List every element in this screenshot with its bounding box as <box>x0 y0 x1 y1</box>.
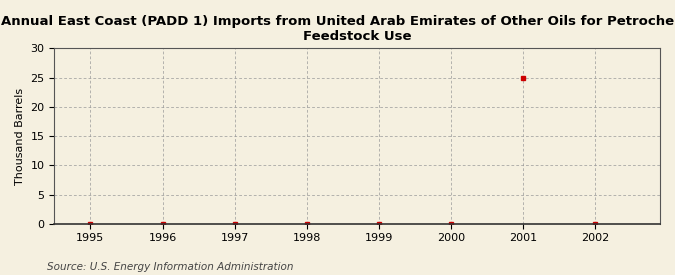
Text: Source: U.S. Energy Information Administration: Source: U.S. Energy Information Administ… <box>47 262 294 272</box>
Title: Annual East Coast (PADD 1) Imports from United Arab Emirates of Other Oils for P: Annual East Coast (PADD 1) Imports from … <box>1 15 675 43</box>
Y-axis label: Thousand Barrels: Thousand Barrels <box>15 87 25 185</box>
